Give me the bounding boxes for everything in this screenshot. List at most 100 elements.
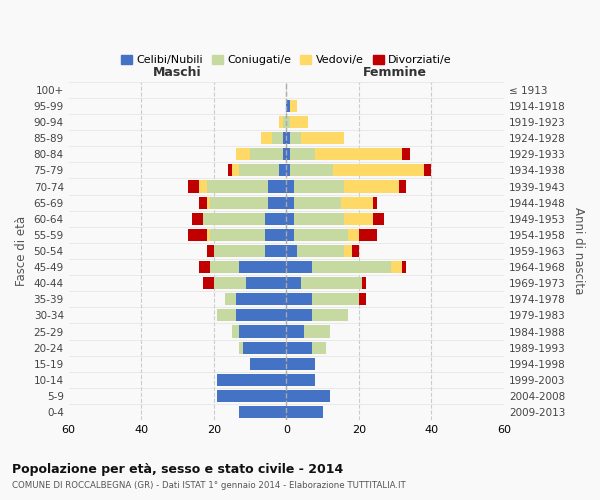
Bar [206,196,210,208]
Bar [286,342,311,353]
Bar [286,180,293,192]
Bar [203,277,214,289]
Bar [239,261,286,273]
Bar [311,261,391,273]
Bar [239,164,279,176]
Bar [239,406,286,418]
Bar [334,164,424,176]
Bar [286,277,301,289]
Bar [290,164,334,176]
Bar [265,245,286,257]
Bar [236,294,286,306]
Bar [265,229,286,241]
Bar [286,116,290,128]
Bar [293,212,344,225]
Bar [286,326,304,338]
Text: Maschi: Maschi [153,66,202,80]
Bar [362,277,366,289]
Legend: Celibi/Nubili, Coniugati/e, Vedovi/e, Divorziati/e: Celibi/Nubili, Coniugati/e, Vedovi/e, Di… [116,50,456,70]
Bar [293,180,344,192]
Bar [341,196,373,208]
Y-axis label: Anni di nascita: Anni di nascita [572,208,585,294]
Bar [301,277,362,289]
Bar [286,245,297,257]
Bar [247,277,286,289]
Bar [188,180,199,192]
Bar [286,196,293,208]
Bar [250,358,286,370]
Bar [293,229,348,241]
Bar [290,148,316,160]
Bar [261,132,272,144]
Bar [286,390,330,402]
Bar [403,261,406,273]
Text: Popolazione per età, sesso e stato civile - 2014: Popolazione per età, sesso e stato civil… [12,462,343,475]
Bar [344,180,399,192]
Bar [373,196,377,208]
Bar [265,212,286,225]
Bar [210,261,239,273]
Bar [206,180,268,192]
Bar [344,212,373,225]
Bar [206,229,210,241]
Bar [403,148,410,160]
Bar [239,326,286,338]
Text: COMUNE DI ROCCALBEGNA (GR) - Dati ISTAT 1° gennaio 2014 - Elaborazione TUTTITALI: COMUNE DI ROCCALBEGNA (GR) - Dati ISTAT … [12,481,406,490]
Bar [206,245,214,257]
Bar [239,342,243,353]
Bar [232,164,239,176]
Bar [290,116,308,128]
Bar [290,100,297,112]
Bar [192,212,203,225]
Bar [344,245,352,257]
Bar [286,100,290,112]
Bar [286,148,290,160]
Bar [286,406,323,418]
Bar [283,148,286,160]
Bar [373,212,384,225]
Bar [243,342,286,353]
Bar [268,180,286,192]
Bar [217,310,236,322]
Bar [286,164,290,176]
Bar [297,245,344,257]
Bar [199,196,206,208]
Bar [203,212,265,225]
Bar [311,294,359,306]
Bar [283,116,286,128]
Bar [286,261,311,273]
Bar [214,245,265,257]
Bar [279,116,283,128]
Bar [224,294,236,306]
Bar [286,358,316,370]
Bar [188,229,206,241]
Y-axis label: Fasce di età: Fasce di età [15,216,28,286]
Bar [286,310,311,322]
Text: Femmine: Femmine [363,66,427,80]
Bar [348,229,359,241]
Bar [236,310,286,322]
Bar [286,212,293,225]
Bar [199,261,210,273]
Bar [311,342,326,353]
Bar [210,229,265,241]
Bar [359,294,366,306]
Bar [301,132,344,144]
Bar [304,326,330,338]
Bar [391,261,403,273]
Bar [236,148,250,160]
Bar [199,180,206,192]
Bar [217,390,286,402]
Bar [359,229,377,241]
Bar [217,374,286,386]
Bar [286,132,290,144]
Bar [399,180,406,192]
Bar [286,374,316,386]
Bar [424,164,431,176]
Bar [268,196,286,208]
Bar [286,229,293,241]
Bar [214,277,247,289]
Bar [210,196,268,208]
Bar [316,148,403,160]
Bar [272,132,283,144]
